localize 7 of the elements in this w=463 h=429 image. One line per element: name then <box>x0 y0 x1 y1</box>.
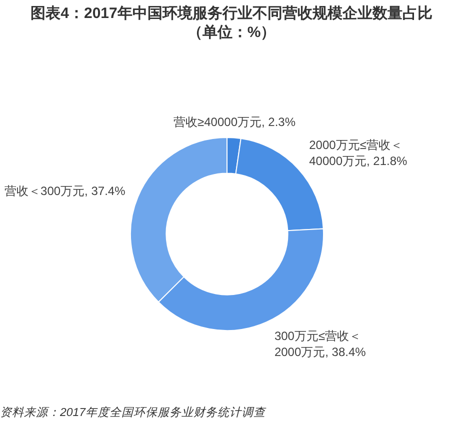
slice-label: 2000万元≤营收＜40000万元, 21.8% <box>309 136 408 169</box>
slice-label: 300万元≤营收＜2000万元, 38.4% <box>274 328 367 360</box>
chart-subtitle: （单位：%） <box>186 23 277 43</box>
slice-label: 营收＜300万元, 37.4% <box>4 182 126 199</box>
chart-title: 图表4：2017年中国环境服务行业不同营收规模企业数量占比 <box>30 4 434 24</box>
text: 资料来源：2017年度全国环保服务业财务统计调查 <box>0 405 266 421</box>
slice-label: 营收≥40000万元, 2.3% <box>174 114 296 130</box>
